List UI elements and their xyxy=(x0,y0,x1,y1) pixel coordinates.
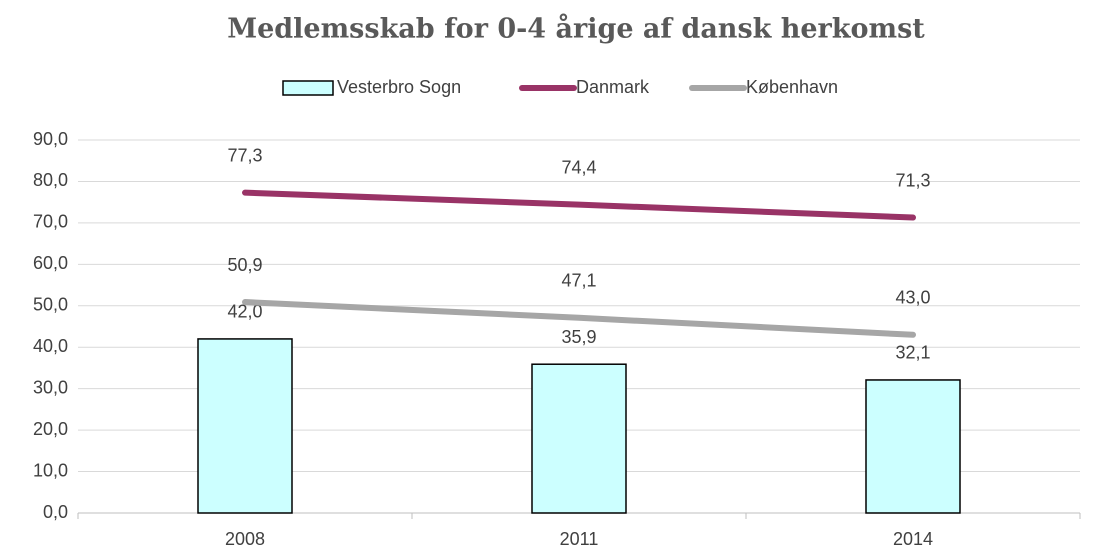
x-tick-label: 2008 xyxy=(225,529,265,549)
data-label: 32,1 xyxy=(895,343,930,363)
data-label: 47,1 xyxy=(561,271,596,291)
y-tick-label: 90,0 xyxy=(33,129,68,149)
legend-label: Danmark xyxy=(576,77,650,97)
data-label: 43,0 xyxy=(895,288,930,308)
x-tick-label: 2014 xyxy=(893,529,933,549)
legend-label: Vesterbro Sogn xyxy=(337,77,461,97)
bar xyxy=(197,338,293,514)
legend-swatch xyxy=(282,80,334,96)
data-label: 74,4 xyxy=(561,157,596,177)
legend-label: København xyxy=(746,77,838,97)
y-tick-label: 10,0 xyxy=(33,460,68,480)
data-label: 77,3 xyxy=(227,145,262,165)
data-label: 35,9 xyxy=(561,327,596,347)
y-tick-label: 60,0 xyxy=(33,253,68,273)
y-tick-label: 80,0 xyxy=(33,170,68,190)
chart-title: Medlemsskab for 0-4 årige af dansk herko… xyxy=(227,12,925,45)
y-tick-label: 50,0 xyxy=(33,295,68,315)
y-tick-label: 20,0 xyxy=(33,419,68,439)
y-tick-label: 70,0 xyxy=(33,212,68,232)
data-label: 42,0 xyxy=(227,302,262,322)
data-label: 50,9 xyxy=(227,255,262,275)
data-label: 71,3 xyxy=(895,170,930,190)
bar xyxy=(531,363,627,514)
bar xyxy=(865,379,961,514)
line xyxy=(242,189,916,221)
y-tick-label: 0,0 xyxy=(43,502,68,522)
line xyxy=(242,299,916,338)
x-tick-label: 2011 xyxy=(560,529,599,549)
y-tick-label: 40,0 xyxy=(33,336,68,356)
y-tick-label: 30,0 xyxy=(33,377,68,397)
